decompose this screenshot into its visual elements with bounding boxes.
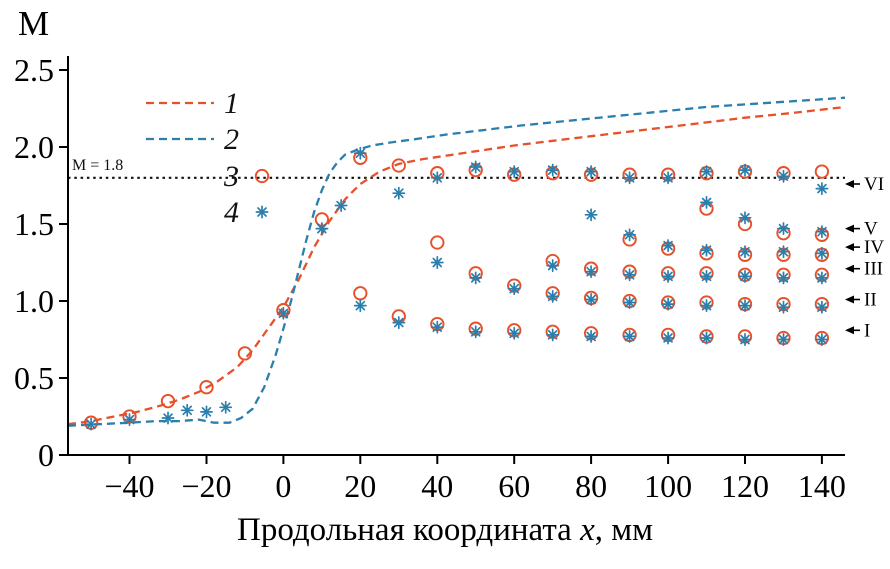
legend-label: 3 bbox=[223, 160, 239, 193]
series-3 bbox=[83, 150, 830, 430]
x-tick-label: 120 bbox=[721, 468, 769, 504]
x-axis-title-variable: x bbox=[580, 512, 595, 548]
legend-label: 2 bbox=[224, 123, 239, 156]
legend-item-1: 1 bbox=[146, 87, 239, 120]
branch-label-V: V bbox=[845, 219, 878, 240]
branch-label-text: V bbox=[864, 219, 878, 240]
y-tick-label: 2.0 bbox=[14, 129, 54, 165]
branch-label-text: II bbox=[864, 290, 877, 311]
legend-item-4: 4 bbox=[224, 196, 269, 229]
branch-label-text: VI bbox=[864, 174, 884, 195]
legend-item-3: 3 bbox=[223, 160, 270, 193]
left-arrow-head bbox=[845, 326, 854, 335]
left-arrow-head bbox=[845, 264, 854, 273]
series-1 bbox=[67, 105, 846, 426]
y-axis-title: M bbox=[18, 4, 50, 43]
axes bbox=[67, 56, 845, 456]
legend-item-2: 2 bbox=[146, 123, 239, 156]
legend-label: 4 bbox=[224, 196, 239, 229]
series-2 bbox=[67, 96, 846, 427]
x-tick-label: −40 bbox=[104, 468, 154, 504]
x-tick-label: 40 bbox=[421, 468, 453, 504]
reference-line-label: M = 1.8 bbox=[72, 157, 123, 174]
branch-label-text: III bbox=[864, 259, 883, 280]
x-axis-title: Продольная координата x, мм bbox=[0, 512, 890, 549]
x-axis-title-text: Продольная координата bbox=[237, 512, 581, 548]
y-tick-label: 0 bbox=[38, 437, 54, 473]
left-arrow-head bbox=[845, 243, 854, 252]
left-arrow-head bbox=[845, 224, 854, 233]
left-arrow-head bbox=[845, 180, 854, 188]
x-tick-label: 20 bbox=[344, 468, 376, 504]
series-4 bbox=[84, 146, 829, 431]
branch-label-text: I bbox=[864, 320, 870, 341]
left-arrow-head bbox=[845, 295, 854, 304]
y-tick-label: 2.5 bbox=[14, 52, 54, 88]
x-tick-label: 60 bbox=[498, 468, 530, 504]
y-tick-label: 0.5 bbox=[14, 360, 54, 396]
branch-label-I: I bbox=[845, 320, 870, 341]
branch-label-III: III bbox=[845, 259, 883, 280]
branch-label-VI: VI bbox=[845, 174, 884, 195]
x-tick-label: −20 bbox=[181, 468, 231, 504]
legend-circle-marker bbox=[254, 168, 270, 184]
y-tick-label: 1.0 bbox=[14, 283, 54, 319]
x-tick-label: 100 bbox=[644, 468, 692, 504]
legend-label: 1 bbox=[224, 87, 239, 120]
x-tick-label: 140 bbox=[798, 468, 846, 504]
x-tick-label: 0 bbox=[275, 468, 291, 504]
x-axis-title-units: , мм bbox=[594, 512, 653, 548]
branch-label-II: II bbox=[845, 290, 877, 311]
x-tick-label: 80 bbox=[575, 468, 607, 504]
branch-label-text: IV bbox=[864, 237, 884, 258]
y-tick-label: 1.5 bbox=[14, 206, 54, 242]
branch-label-IV: IV bbox=[845, 237, 884, 258]
chart-canvas: M = 1.8 −40 −20 0 20 40 60 80 100 120 140 0 0.5 1.0 1.… bbox=[14, 52, 884, 504]
